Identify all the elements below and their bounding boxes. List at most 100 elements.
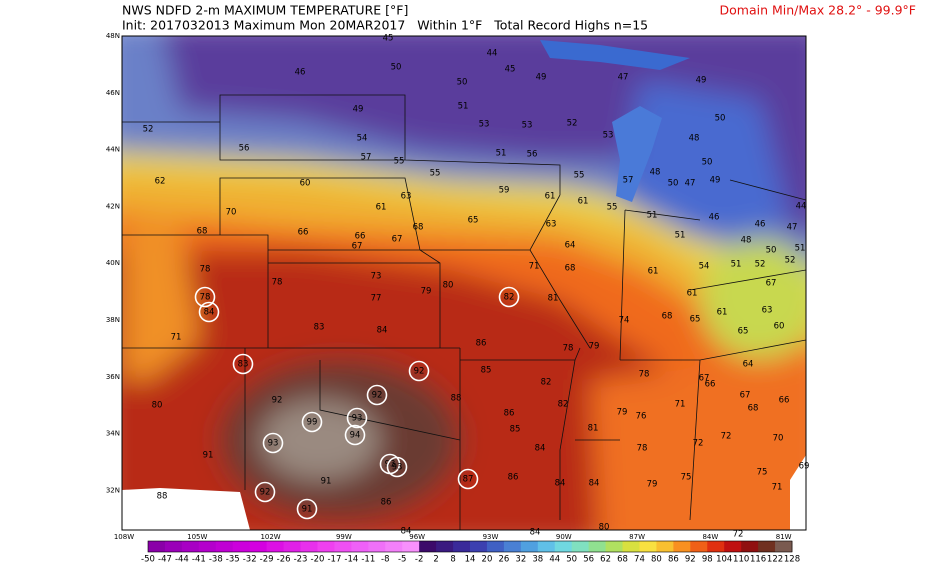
colorbar-cell xyxy=(249,541,268,552)
map-value: 52 xyxy=(785,256,796,266)
colorbar-label: -2 xyxy=(415,555,423,564)
colorbar-label: -8 xyxy=(381,555,389,564)
record-value: 93 xyxy=(352,414,363,424)
map-value: 59 xyxy=(499,186,510,196)
colorbar-cell xyxy=(385,541,403,552)
record-value: 82 xyxy=(504,293,515,303)
map-value: 52 xyxy=(567,119,578,129)
map-value: 91 xyxy=(203,451,214,461)
map-value: 91 xyxy=(321,477,332,487)
map-value: 66 xyxy=(705,380,716,390)
record-circle xyxy=(194,286,216,308)
lon-label: 81W xyxy=(776,533,792,541)
map-value: 68 xyxy=(197,227,208,237)
colorbar-label: 104 xyxy=(716,555,732,564)
map-value: 80 xyxy=(443,281,454,291)
lat-label: 34N xyxy=(106,430,120,438)
map-value: 51 xyxy=(458,102,469,112)
colorbar-cell xyxy=(181,541,200,552)
record-circle xyxy=(296,498,318,520)
lon-label: 102W xyxy=(260,533,280,541)
map-value: 67 xyxy=(352,242,363,252)
lat-label: 36N xyxy=(106,373,120,381)
map-value: 48 xyxy=(650,168,661,178)
colorbar-label: 14 xyxy=(465,555,476,564)
map-value: 50 xyxy=(457,78,468,88)
map-value: 55 xyxy=(394,157,405,167)
map-value: 49 xyxy=(710,176,721,186)
colorbar-label: -23 xyxy=(294,555,308,564)
map-value: 67 xyxy=(392,235,403,245)
colorbar-label: 32 xyxy=(515,555,526,564)
map-value: 68 xyxy=(413,223,424,233)
map-value: 67 xyxy=(699,374,710,384)
map-value: 88 xyxy=(451,394,462,404)
map-value: 51 xyxy=(731,260,742,270)
map-value: 68 xyxy=(748,404,759,414)
colorbar-label: -5 xyxy=(398,555,406,564)
record-value: 99 xyxy=(307,418,318,428)
map-value: 51 xyxy=(647,211,658,221)
map-value: 82 xyxy=(541,378,552,388)
map-value: 63 xyxy=(401,192,412,202)
map-value: 61 xyxy=(717,308,728,318)
map-value: 54 xyxy=(699,262,710,272)
map-value: 78 xyxy=(200,265,211,275)
colorbar-cell xyxy=(537,541,556,552)
lat-label: 46N xyxy=(106,89,120,97)
map-value: 80 xyxy=(599,523,610,533)
colorbar-cell xyxy=(283,541,302,552)
map-value: 66 xyxy=(779,396,790,406)
map-value: 51 xyxy=(675,231,686,241)
map-value: 61 xyxy=(648,267,659,277)
colorbar-label: 110 xyxy=(733,555,749,564)
lon-label: 105W xyxy=(187,533,207,541)
colorbar-cell xyxy=(148,541,166,552)
map-value: 56 xyxy=(527,150,538,160)
colorbar-cell xyxy=(215,541,234,552)
map-value: 66 xyxy=(298,228,309,238)
colorbar-label: -11 xyxy=(361,555,375,564)
record-value: 92 xyxy=(260,488,271,498)
colorbar-cell xyxy=(266,541,285,552)
map-value: 79 xyxy=(589,342,600,352)
record-circle xyxy=(198,301,220,323)
colorbar-cell xyxy=(520,541,539,552)
map-value: 60 xyxy=(300,179,311,189)
lon-label: 84W xyxy=(702,533,718,541)
colorbar-label: 62 xyxy=(600,555,611,564)
map-value: 71 xyxy=(772,483,783,493)
map-value: 50 xyxy=(668,179,679,189)
colorbar-label: 116 xyxy=(750,555,766,564)
map-value: 82 xyxy=(558,400,569,410)
record-value: 93 xyxy=(385,460,396,470)
map-value: 78 xyxy=(637,444,648,454)
lat-label: 40N xyxy=(106,259,120,267)
colorbar-label: 68 xyxy=(617,555,628,564)
colorbar-label: 74 xyxy=(634,555,645,564)
map-value: 86 xyxy=(508,473,519,483)
map-value: 79 xyxy=(617,408,628,418)
colorbar-label: -44 xyxy=(175,555,189,564)
title: NWS NDFD 2-m MAXIMUM TEMPERATURE [°F] xyxy=(122,3,408,18)
colorbar-cell xyxy=(436,541,454,552)
map-value: 52 xyxy=(755,260,766,270)
record-value: 91 xyxy=(302,505,313,515)
colorbar-cell xyxy=(317,541,335,552)
lon-label: 96W xyxy=(409,533,425,541)
map-value: 52 xyxy=(143,125,154,135)
map-value: 86 xyxy=(381,498,392,508)
record-circle xyxy=(301,411,323,433)
colorbar-label: -14 xyxy=(344,555,358,564)
colorbar-cell xyxy=(300,541,318,552)
map-value: 54 xyxy=(357,134,368,144)
map-value: 45 xyxy=(383,34,394,44)
map-value: 63 xyxy=(546,220,557,230)
colorbar-label: 20 xyxy=(482,555,493,564)
record-circle xyxy=(457,468,479,490)
map-value: 60 xyxy=(774,322,785,332)
map-value: 61 xyxy=(376,203,387,213)
domain-min-max: Domain Min/Max 28.2° - 99.9°F xyxy=(720,3,917,18)
lat-label: 44N xyxy=(106,146,120,154)
